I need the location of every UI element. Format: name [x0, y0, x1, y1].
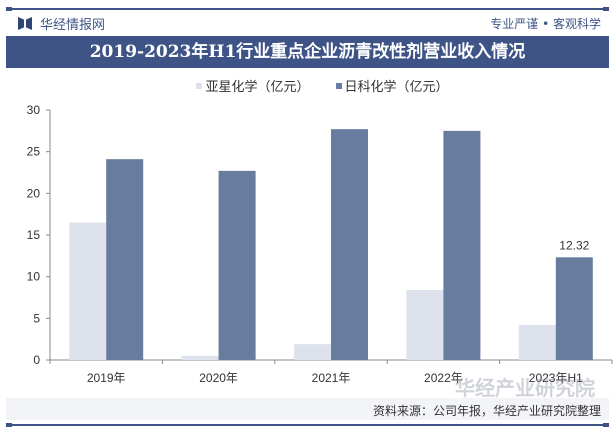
- legend-label: 亚星化学（亿元）: [205, 80, 310, 95]
- chart-title: 2019-2023年H1行业重点企业沥青改性剂营业收入情况: [6, 36, 609, 68]
- bar: [443, 130, 481, 360]
- x-tick-label: 2023年H1: [529, 371, 583, 385]
- legend-swatch: [196, 82, 203, 89]
- bar: [331, 129, 368, 360]
- bar-chart: 0 5 10 15 20 25 30 2019年 2020年 2021年 2022年 2023年H1 1…: [27, 103, 613, 385]
- legend: 亚星化学（亿元） 日科化学（亿元）: [0, 76, 615, 95]
- bars: [69, 129, 593, 360]
- bar: [518, 325, 556, 360]
- y-tick-label: 15: [27, 228, 41, 242]
- y-tick-label: 0: [33, 353, 40, 367]
- bar: [555, 257, 593, 360]
- x-tick-label: 2020年: [199, 371, 238, 385]
- legend-swatch: [335, 82, 342, 89]
- bar: [406, 290, 444, 360]
- brand-name: 华经情报网: [40, 18, 106, 33]
- axis-labels: 0 5 10 15 20 25 30 2019年 2020年 2021年 2022年 2023年H1 1…: [27, 103, 590, 385]
- legend-item-rike: 日科化学（亿元）: [335, 76, 449, 95]
- bar: [69, 222, 107, 360]
- y-tick-label: 10: [27, 270, 41, 284]
- top-border: [6, 7, 609, 11]
- source-band: [6, 398, 609, 420]
- data-label: 12.32: [559, 238, 589, 252]
- slogan: 专业严谨 • 客观科学: [490, 17, 601, 31]
- y-tick-label: 30: [27, 103, 41, 117]
- legend-label: 日科化学（亿元）: [344, 80, 449, 95]
- bottom-border: [6, 423, 609, 427]
- bar: [294, 344, 331, 360]
- source-note: 资料来源：公司年报，华经产业研究院整理: [372, 404, 601, 418]
- legend-item-yaxing: 亚星化学（亿元）: [196, 76, 310, 95]
- x-tick-label: 2021年: [312, 371, 351, 385]
- bar: [106, 159, 144, 360]
- y-tick-label: 25: [27, 145, 41, 159]
- brand: 华经情报网: [18, 14, 105, 33]
- y-tick-label: 5: [33, 311, 40, 325]
- x-tick-label: 2022年: [424, 371, 463, 385]
- x-tick-label: 2019年: [87, 371, 126, 385]
- y-tick-label: 20: [27, 186, 41, 200]
- brand-logo-icon: [18, 17, 32, 30]
- bar: [181, 355, 219, 360]
- watermark: 华经产业研究院: [455, 376, 595, 400]
- bar: [218, 170, 256, 360]
